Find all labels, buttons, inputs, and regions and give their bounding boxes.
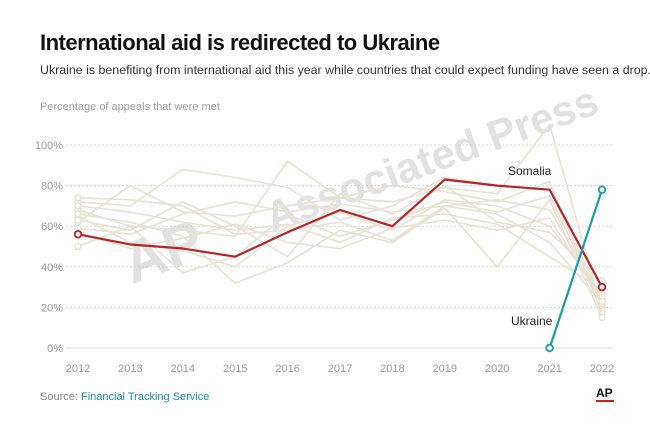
- background-series-point: [598, 313, 606, 322]
- y-tick-label: 20%: [41, 302, 63, 314]
- x-tick-label: 2022: [590, 363, 614, 375]
- x-tick-label: 2015: [223, 363, 247, 375]
- x-tick-label: 2018: [380, 363, 404, 375]
- background-series-line: [77, 199, 603, 318]
- source-note: Source: Financial Tracking Service: [40, 391, 209, 403]
- x-tick-label: 2016: [275, 363, 299, 375]
- x-tick-label: 2021: [537, 363, 561, 375]
- y-tick-labels: 0% 20% 40% 60% 80% 100%: [35, 140, 63, 355]
- y-tick-label: 40%: [41, 262, 63, 274]
- x-tick-label: 2012: [66, 363, 90, 375]
- background-series-point: [74, 216, 82, 224]
- source-link[interactable]: Financial Tracking Service: [80, 391, 210, 403]
- chart-subtitle: Ukraine is benefiting from international…: [40, 63, 650, 77]
- background-series-line: [77, 196, 603, 298]
- highlight-series: [73, 178, 607, 353]
- background-series-point: [74, 210, 82, 218]
- background-series-line: [77, 205, 603, 290]
- background-series-point: [74, 242, 82, 251]
- somalia-series-point: [597, 282, 607, 292]
- x-tick-label: 2017: [328, 363, 352, 375]
- y-tick-label: 60%: [41, 221, 63, 233]
- background-series-line: [77, 160, 603, 314]
- somalia-series-line: [77, 178, 603, 288]
- x-tick-label: 2013: [118, 363, 142, 375]
- somalia-series-point: [73, 230, 83, 239]
- background-series-line: [77, 194, 603, 306]
- ukraine-label: Ukraine: [511, 314, 553, 328]
- ap-logo-text: AP: [596, 386, 613, 400]
- chart-title: International aid is redirected to Ukrai…: [40, 30, 440, 55]
- source-label: Source:: [40, 391, 78, 403]
- ukraine-series-line: [548, 189, 604, 349]
- y-tick-label: 80%: [41, 181, 63, 193]
- background-series-point: [74, 202, 82, 210]
- ap-logo-underline: [596, 400, 614, 402]
- y-tick-label: 100%: [35, 140, 63, 152]
- x-tick-labels: 2012 2013 2014 2015 2016 2017 2018 2019 2020 2021…: [66, 363, 614, 375]
- x-tick-label: 2014: [171, 363, 195, 375]
- y-axis-label: Percentage of appeals that were met: [40, 101, 220, 113]
- ap-logo: AP: [596, 387, 616, 402]
- y-tick-label: 0%: [47, 343, 63, 355]
- background-series-line: [77, 201, 603, 304]
- x-tick-label: 2019: [433, 363, 457, 375]
- background-series: [74, 123, 606, 322]
- background-series-line: [77, 217, 603, 302]
- ukraine-series-point: [545, 343, 554, 353]
- somalia-label: Somalia: [508, 164, 552, 178]
- x-tick-label: 2020: [485, 363, 509, 375]
- gridlines: [66, 144, 612, 349]
- ukraine-series-point: [597, 185, 607, 194]
- background-series-point: [598, 297, 606, 306]
- background-series-point: [74, 194, 82, 202]
